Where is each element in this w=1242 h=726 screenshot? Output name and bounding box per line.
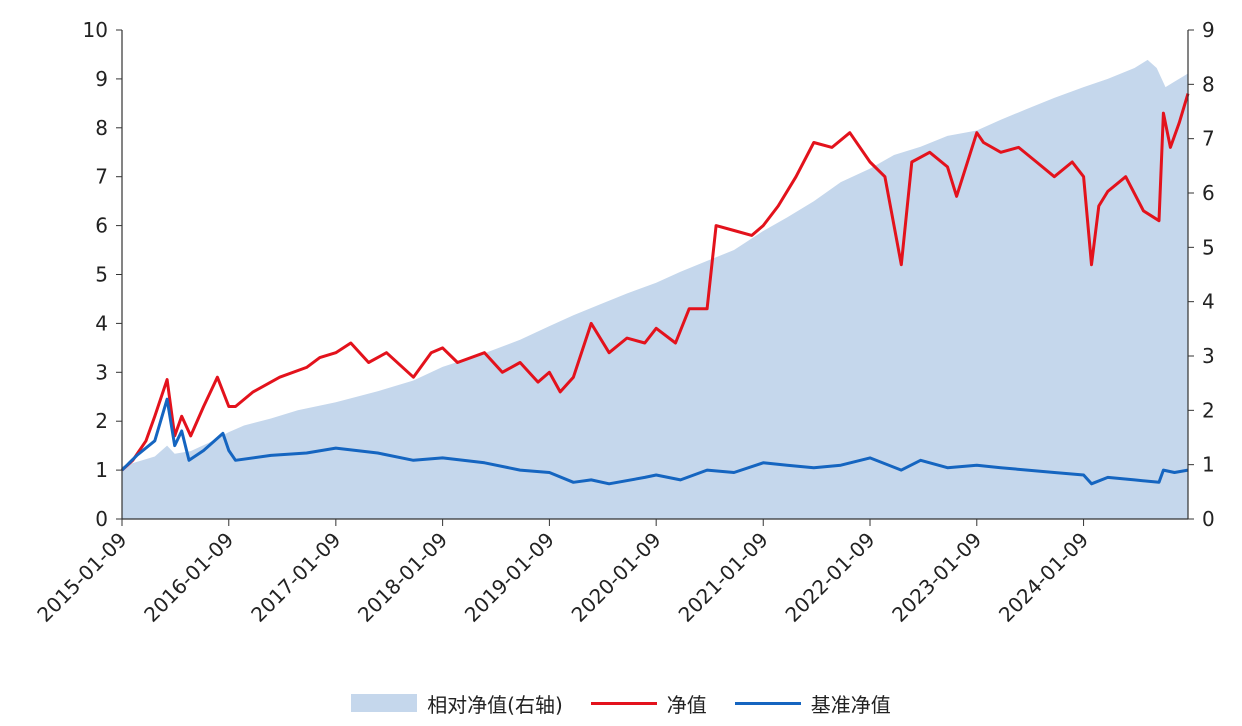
x-tick-label: 2015-01-09 (32, 528, 131, 627)
legend: 相对净值(右轴) 净值 基准净值 (0, 686, 1242, 720)
y-tick-left-label: 5 (95, 263, 108, 287)
x-tick-label: 2023-01-09 (887, 528, 986, 627)
legend-label-benchmark: 基准净值 (810, 692, 891, 717)
series-line-benchmark (120, 397, 1189, 486)
y-tick-left-label: 10 (83, 18, 108, 42)
y-tick-left-label: 9 (95, 67, 108, 91)
series-line-net-value (120, 93, 1190, 472)
y-tick-left-label: 0 (95, 507, 108, 531)
y-tick-left-label: 6 (95, 214, 108, 238)
y-tick-left-label: 7 (95, 165, 108, 189)
y-tick-left-label: 4 (95, 311, 108, 335)
y-tick-right-label: 3 (1202, 344, 1215, 368)
y-tick-right-label: 7 (1202, 127, 1215, 151)
legend-swatch-net-value (590, 701, 657, 705)
y-tick-right-label: 9 (1202, 18, 1215, 42)
y-tick-right-label: 0 (1202, 507, 1215, 531)
legend-item-relative: 相对净值(右轴) (351, 689, 563, 718)
line-layer (120, 93, 1190, 486)
x-tick-label: 2016-01-09 (139, 528, 238, 627)
y-tick-left-label: 3 (95, 360, 108, 384)
y-tick-right-label: 1 (1202, 453, 1215, 477)
y-tick-left-label: 2 (95, 409, 108, 433)
y-tick-left-label: 8 (95, 116, 108, 140)
x-tick-label: 2024-01-09 (994, 528, 1093, 627)
x-tick-label: 2021-01-09 (674, 528, 773, 627)
x-tick-label: 2018-01-09 (353, 528, 452, 627)
y-tick-left-label: 1 (95, 458, 108, 482)
legend-label-net-value: 净值 (666, 692, 707, 717)
y-tick-right-label: 5 (1202, 235, 1215, 259)
series-area-relative (122, 59, 1188, 520)
axes-layer (116, 29, 1194, 526)
legend-swatch-benchmark (734, 701, 801, 705)
x-tick-label: 2022-01-09 (780, 528, 879, 627)
area-layer (122, 59, 1188, 520)
y-tick-right-label: 6 (1202, 181, 1215, 205)
legend-label-relative: 相对净值(右轴) (427, 692, 563, 717)
y-tick-right-label: 2 (1202, 398, 1215, 422)
legend-swatch-area (351, 694, 418, 712)
y-tick-right-label: 8 (1202, 72, 1215, 96)
legend-item-benchmark: 基准净值 (734, 689, 891, 718)
x-tick-label: 2017-01-09 (246, 528, 345, 627)
y-tick-right-label: 4 (1202, 290, 1215, 314)
x-tick-label: 2020-01-09 (567, 528, 666, 627)
x-tick-label: 2019-01-09 (460, 528, 559, 627)
legend-item-net-value: 净值 (590, 689, 707, 718)
